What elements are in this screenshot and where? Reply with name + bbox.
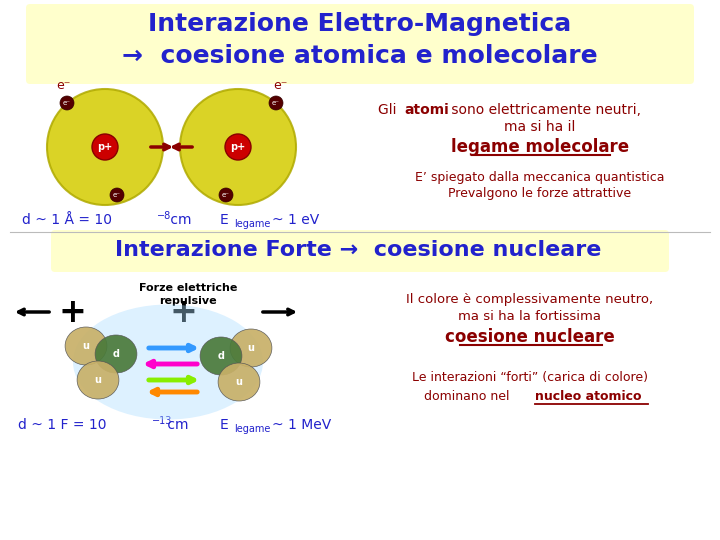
FancyBboxPatch shape (26, 4, 694, 84)
Text: Forze elettriche: Forze elettriche (139, 283, 237, 293)
FancyBboxPatch shape (51, 230, 669, 272)
Text: u: u (94, 375, 102, 385)
Text: atomi: atomi (404, 103, 449, 117)
Text: d: d (217, 351, 225, 361)
Text: repulsive: repulsive (159, 296, 217, 306)
Text: +: + (58, 295, 86, 328)
Circle shape (92, 134, 118, 160)
Text: cm: cm (163, 418, 189, 432)
Ellipse shape (77, 361, 119, 399)
Text: Il colore è complessivamente neutro,: Il colore è complessivamente neutro, (406, 294, 654, 307)
Text: Le interazioni “forti” (carica di colore): Le interazioni “forti” (carica di colore… (412, 370, 648, 383)
Text: u: u (248, 343, 254, 353)
Text: d ~ 1 Å = 10: d ~ 1 Å = 10 (22, 213, 112, 227)
Ellipse shape (95, 335, 137, 373)
Text: legame molecolare: legame molecolare (451, 138, 629, 156)
Text: Prevalgono le forze attrattive: Prevalgono le forze attrattive (449, 187, 631, 200)
Ellipse shape (73, 305, 263, 420)
Text: u: u (235, 377, 243, 387)
Circle shape (60, 96, 74, 110)
Text: ~ 1 eV: ~ 1 eV (272, 213, 319, 227)
Text: sono elettricamente neutri,: sono elettricamente neutri, (447, 103, 641, 117)
Ellipse shape (200, 337, 242, 375)
Text: coesione nucleare: coesione nucleare (445, 328, 615, 346)
Ellipse shape (230, 329, 272, 367)
Text: e⁻: e⁻ (63, 100, 71, 106)
Text: Interazione Elettro-Magnetica: Interazione Elettro-Magnetica (148, 12, 572, 36)
Text: p+: p+ (230, 142, 246, 152)
Text: →  coesione atomica e molecolare: → coesione atomica e molecolare (122, 44, 598, 68)
Text: p+: p+ (97, 142, 112, 152)
Text: e⁻: e⁻ (273, 79, 287, 92)
Text: Gli: Gli (378, 103, 401, 117)
Circle shape (110, 188, 124, 202)
Text: ma si ha il: ma si ha il (504, 120, 576, 134)
Circle shape (219, 188, 233, 202)
Text: E: E (220, 418, 229, 432)
Text: d ~ 1 F = 10: d ~ 1 F = 10 (18, 418, 107, 432)
Text: e⁻: e⁻ (272, 100, 280, 106)
Circle shape (225, 134, 251, 160)
Text: ~ 1 MeV: ~ 1 MeV (272, 418, 331, 432)
Ellipse shape (218, 363, 260, 401)
Text: d: d (112, 349, 120, 359)
Text: legame: legame (234, 219, 271, 229)
Text: ma si ha la fortissima: ma si ha la fortissima (459, 310, 601, 323)
Text: E: E (220, 213, 229, 227)
Ellipse shape (180, 89, 296, 205)
Ellipse shape (65, 327, 107, 365)
Text: e⁻: e⁻ (222, 192, 230, 198)
Ellipse shape (47, 89, 163, 205)
Text: u: u (83, 341, 89, 351)
Text: E’ spiegato dalla meccanica quantistica: E’ spiegato dalla meccanica quantistica (415, 172, 665, 185)
Text: dominano nel: dominano nel (424, 390, 513, 403)
Text: e⁻: e⁻ (56, 79, 70, 92)
Text: e⁻: e⁻ (113, 192, 121, 198)
Text: +: + (169, 295, 197, 328)
Text: −13: −13 (152, 416, 172, 426)
Text: −8: −8 (157, 211, 171, 221)
Circle shape (269, 96, 283, 110)
Text: Interazione Forte →  coesione nucleare: Interazione Forte → coesione nucleare (114, 240, 601, 260)
Text: legame: legame (234, 424, 271, 434)
Text: cm: cm (166, 213, 192, 227)
Text: nucleo atomico: nucleo atomico (535, 390, 642, 403)
